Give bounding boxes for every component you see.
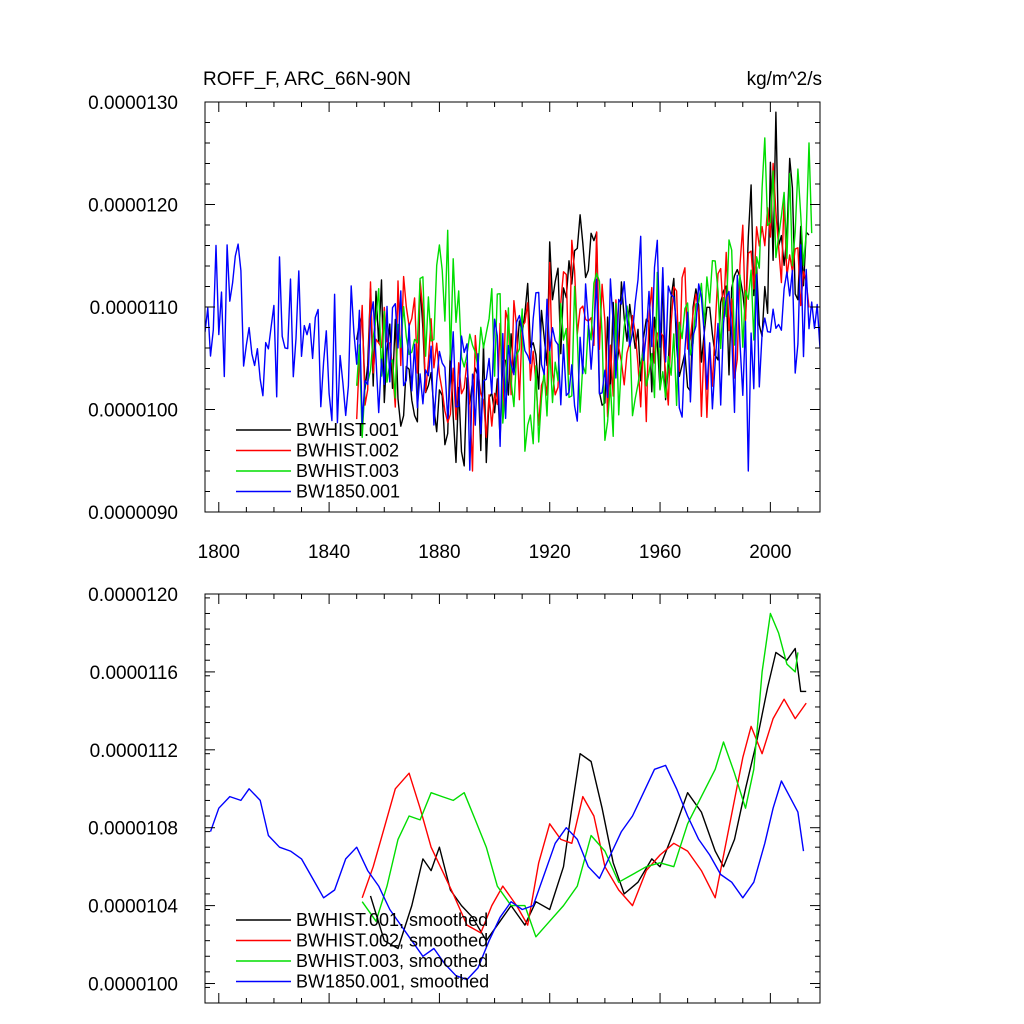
y-tick-label: 0.0000090	[88, 503, 178, 524]
x-tick-label: 1840	[308, 542, 350, 563]
series-line-1	[361, 698, 807, 934]
legend-label: BW1850.001	[296, 482, 400, 502]
y-tick-label: 0.0000108	[88, 819, 178, 840]
series-line-3	[205, 235, 820, 472]
legend-label: BWHIST.001, smoothed	[296, 910, 488, 930]
x-tick-label: 1880	[418, 542, 460, 563]
legend-label: BWHIST.003	[296, 461, 399, 481]
y-tick-label: 0.0000100	[88, 975, 178, 996]
units-label: kg/m^2/s	[747, 69, 822, 90]
y-tick-label: 0.0000110	[90, 298, 178, 319]
x-tick-label: 1960	[639, 542, 681, 563]
series-line-2	[361, 612, 799, 938]
chart-title: ROFF_F, ARC_66N-90N	[203, 69, 411, 90]
y-tick-label: 0.0000116	[90, 663, 178, 684]
top-chart-panel: ROFF_F, ARC_66N-90N kg/m^2/s 1800 1840 188…	[88, 69, 822, 563]
legend-label: BWHIST.002, smoothed	[296, 931, 488, 951]
y-tick-label: 0.0000112	[90, 741, 178, 762]
legend-label: BWHIST.003, smoothed	[296, 951, 488, 971]
x-tick-label: 1920	[529, 542, 571, 563]
y-tick-label: 0.0000120	[88, 585, 178, 606]
x-tick-label: 2000	[749, 542, 791, 563]
y-tick-label: 0.0000100	[88, 401, 178, 422]
legend-label: BWHIST.002	[296, 441, 399, 461]
bottom-chart-panel: 0.0000100 0.0000104 0.0000108 0.0000112 0.00…	[88, 585, 821, 1004]
y-tick-label: 0.0000130	[88, 93, 178, 114]
series-line-3	[209, 764, 805, 981]
plot-frame	[204, 593, 821, 1004]
legend-label: BWHIST.001	[296, 420, 399, 440]
series-group	[209, 612, 807, 981]
series-line-0	[369, 647, 807, 950]
series-line-1	[356, 162, 810, 472]
x-tick-label: 1800	[198, 542, 240, 563]
legend-label: BW1850.001, smoothed	[296, 972, 489, 992]
y-tick-label: 0.0000104	[88, 897, 178, 918]
y-tick-label: 0.0000120	[88, 196, 178, 217]
series-group	[205, 111, 820, 472]
